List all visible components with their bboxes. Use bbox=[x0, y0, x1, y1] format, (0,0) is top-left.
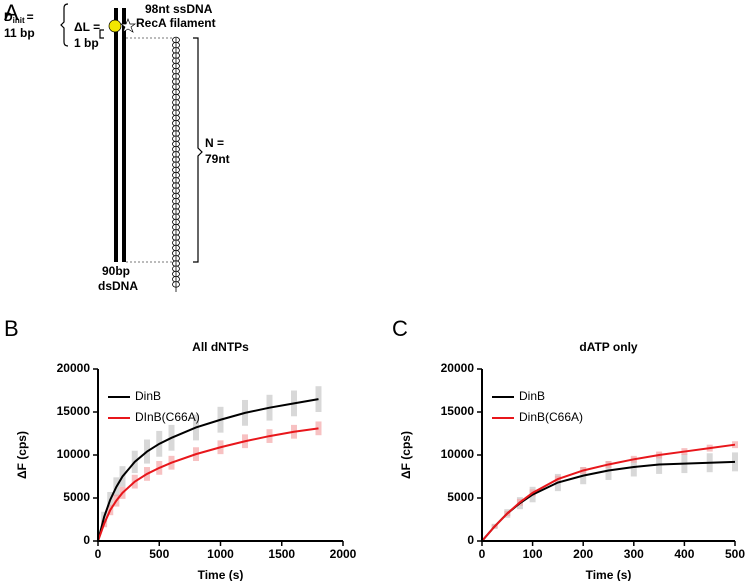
series-line bbox=[97, 427, 319, 542]
y-tick-label: 15000 bbox=[57, 404, 91, 418]
x-axis-label: Time (s) bbox=[198, 568, 244, 581]
chart-title: dATP only bbox=[579, 340, 638, 354]
panel-label: C bbox=[392, 316, 408, 341]
y-tick-label: 20000 bbox=[57, 361, 91, 375]
x-tick-label: 0 bbox=[95, 547, 102, 561]
label: 90bp bbox=[102, 264, 130, 278]
label: 98nt ssDNA bbox=[145, 2, 213, 16]
label: ΔL = bbox=[74, 20, 100, 34]
x-tick-label: 200 bbox=[573, 547, 593, 561]
label: 11 bp bbox=[4, 26, 35, 40]
x-tick-label: 2000 bbox=[330, 547, 357, 561]
x-tick-label: 0 bbox=[479, 547, 486, 561]
legend-label: DinB bbox=[519, 389, 545, 403]
series-line bbox=[97, 398, 319, 542]
y-tick-label: 20000 bbox=[441, 361, 475, 375]
x-tick-label: 400 bbox=[674, 547, 694, 561]
label: N = bbox=[205, 136, 224, 150]
y-tick-label: 10000 bbox=[441, 447, 475, 461]
x-tick-label: 1500 bbox=[268, 547, 295, 561]
legend-label: DinB(C66A) bbox=[519, 410, 583, 424]
panel-label: B bbox=[4, 316, 19, 341]
brace bbox=[99, 29, 104, 39]
x-tick-label: 1000 bbox=[207, 547, 234, 561]
y-axis-label: ΔF (cps) bbox=[15, 431, 29, 479]
x-tick-label: 500 bbox=[149, 547, 169, 561]
label: init bbox=[13, 16, 25, 25]
label: D bbox=[4, 10, 13, 24]
x-tick-label: 500 bbox=[725, 547, 745, 561]
label: 79nt bbox=[205, 152, 230, 166]
series-line bbox=[481, 443, 736, 542]
panel-label: A bbox=[4, 0, 19, 25]
label: = bbox=[27, 10, 34, 24]
brace bbox=[193, 37, 203, 263]
label: dsDNA bbox=[98, 279, 138, 293]
chart-title: All dNTPs bbox=[192, 340, 249, 354]
label: 1 bp bbox=[74, 36, 99, 50]
y-tick-label: 15000 bbox=[441, 404, 475, 418]
y-axis-label: ΔF (cps) bbox=[399, 431, 413, 479]
x-tick-label: 300 bbox=[624, 547, 644, 561]
y-tick-label: 5000 bbox=[63, 490, 90, 504]
fluorophore bbox=[108, 19, 122, 33]
legend-label: DinB bbox=[135, 389, 161, 403]
legend-label: DInB(C66A) bbox=[135, 410, 200, 424]
quencher bbox=[119, 18, 137, 33]
y-tick-label: 0 bbox=[467, 533, 474, 547]
label: RecA filament bbox=[136, 16, 216, 30]
y-tick-label: 5000 bbox=[447, 490, 474, 504]
x-axis-label: Time (s) bbox=[586, 568, 632, 581]
x-tick-label: 100 bbox=[523, 547, 543, 561]
y-tick-label: 0 bbox=[83, 533, 90, 547]
label: Dinit = bbox=[4, 10, 34, 25]
y-tick-label: 10000 bbox=[57, 447, 91, 461]
diagram: A Dinit = 11 bp ΔL = 1 bp 98nt ssDNA RecA… bbox=[4, 0, 230, 293]
brace bbox=[60, 3, 69, 47]
